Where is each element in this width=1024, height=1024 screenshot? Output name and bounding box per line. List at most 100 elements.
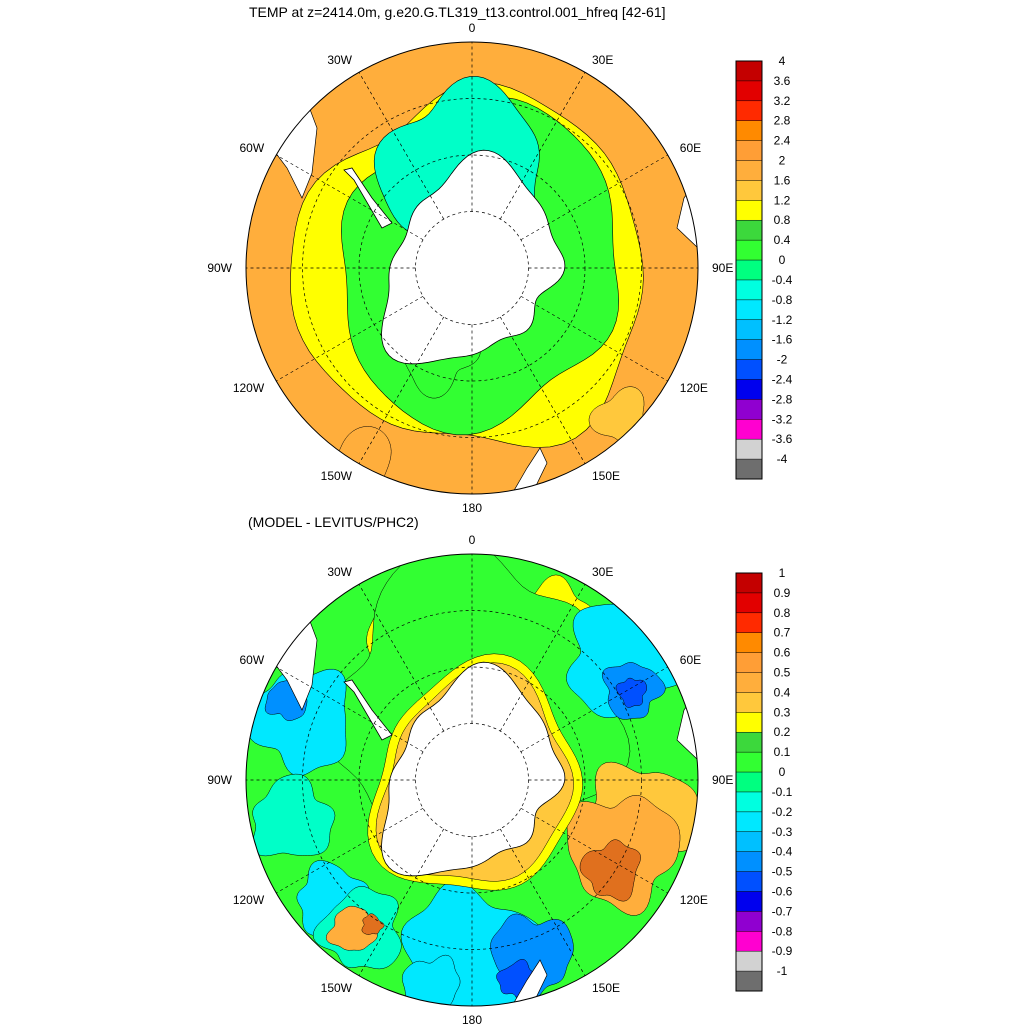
top-colorbar-label-4: 2.4: [774, 134, 791, 148]
top-colorbar-label-8: 0.8: [774, 213, 791, 227]
top-lon-labels: 0 30E 60E 90E 120E 150E 180 150W 120W 90W 60W 30W: [207, 21, 733, 515]
bot-colorbar-box-17: [736, 911, 762, 932]
top-colorbar-box-7: [736, 200, 762, 221]
top-lon-label-4: 120E: [680, 381, 708, 395]
bot-new-zealand: [511, 959, 548, 1006]
bot-colorbar-label-6: 0.4: [774, 685, 791, 699]
top-colorbar-label-0: 4: [779, 54, 786, 68]
bot-colorbar-label-0: 1: [779, 566, 786, 580]
bot-colorbar-label-13: -0.3: [772, 825, 793, 839]
top-colorbar-label-12: -0.8: [772, 293, 793, 307]
bot-meridian-11: [358, 584, 445, 732]
bot-colorbar-label-7: 0.3: [774, 705, 791, 719]
bot-graticule: [246, 554, 698, 1006]
bot-colorbar-label-11: -0.1: [772, 785, 793, 799]
top-colorbar-label-10: 0: [779, 253, 786, 267]
bot-colorbar-frame: [735, 572, 763, 992]
diff-patch-5: [615, 677, 647, 708]
top-meridian-5: [499, 316, 586, 464]
bot-colorbar-label-2: 0.8: [774, 606, 791, 620]
top-colorbar-box-12: [736, 299, 762, 321]
bot-colorbar-box-10: [736, 772, 762, 793]
top-lon-label-2: 60E: [680, 141, 701, 155]
top-meridian-2: [520, 154, 668, 241]
bot-colorbar-box-11: [736, 791, 762, 813]
bot-lon-label-2: 60E: [680, 653, 701, 667]
top-colorbar-box-9: [736, 240, 762, 261]
bot-colorbar-label-16: -0.6: [772, 885, 793, 899]
bot-meridian-5: [499, 828, 586, 976]
bot-lon-label-4: 120E: [680, 893, 708, 907]
top-lon-label-6: 180: [462, 501, 482, 515]
top-meridian-4: [520, 295, 668, 382]
bot-colorbar-label-3: 0.7: [774, 626, 791, 640]
bot-colorbar-label-10: 0: [779, 765, 786, 779]
bot-meridian-8: [276, 807, 424, 894]
bot-lon-label-8: 120W: [233, 893, 265, 907]
top-meridian-11: [358, 72, 445, 220]
top-colorbar-label-5: 2: [779, 154, 786, 168]
bot-colorbar-box-1: [736, 592, 762, 614]
top-lon-label-3: 90E: [712, 261, 733, 275]
bot-colorbar-box-2: [736, 612, 762, 634]
bot-colorbar-label-5: 0.5: [774, 666, 791, 680]
bot-meridian-2: [520, 666, 668, 753]
bot-peninsula: [343, 679, 393, 741]
top-colorbar-box-15: [736, 359, 762, 380]
diff-patch-12: [579, 839, 641, 902]
top-colorbar-box-3: [736, 120, 762, 141]
top-field: [246, 42, 698, 494]
bot-meridian-1: [499, 584, 586, 732]
top-meridian-7: [358, 316, 445, 464]
top-new-zealand: [511, 447, 548, 494]
top-colorbar-label-19: -3.6: [772, 432, 793, 446]
bot-meridian-4: [520, 807, 668, 894]
bot-colorbar-box-5: [736, 672, 762, 693]
bottom-map-panel: 0 30E 60E 90E 120E 150E 180 150W 120W 90W 60W 30W: [207, 533, 733, 1024]
top-colorbar-box-2: [736, 100, 762, 122]
bot-colorbar-label-17: -0.7: [772, 904, 793, 918]
top-colorbar-box-19: [736, 439, 762, 460]
bot-lon-label-7: 150W: [321, 981, 353, 995]
top-colorbar-label-14: -1.6: [772, 333, 793, 347]
bot-colorbar-label-18: -0.8: [772, 924, 793, 938]
bottom-colorbar: 1 0.9 0.8 0.7 0.6 0.5 0.4 0.3 0.2 0.1 0 -0.1 -0.2 -0.…: [735, 566, 793, 992]
top-colorbar-frame: [735, 60, 763, 480]
bot-colorbar-box-4: [736, 652, 762, 673]
top-colorbar-box-6: [736, 180, 762, 201]
bot-colorbar-box-7: [736, 712, 762, 733]
top-colorbar-box-4: [736, 140, 762, 161]
bot-colorbar-box-16: [736, 891, 762, 912]
diff-patch-8: [252, 773, 336, 857]
bot-colorbar-label-15: -0.5: [772, 865, 793, 879]
bot-lon-label-3: 90E: [712, 773, 733, 787]
top-colorbar-label-9: 0.4: [774, 233, 791, 247]
top-graticule: [246, 42, 698, 494]
bot-field: [246, 554, 698, 1006]
top-meridian-8: [276, 295, 424, 382]
bot-lon-label-5: 150E: [592, 981, 620, 995]
top-colorbar-box-1: [736, 80, 762, 102]
bot-lon-label-6: 180: [462, 1013, 482, 1024]
bot-colorbar-box-6: [736, 692, 762, 713]
top-colorbar-box-16: [736, 379, 762, 400]
top-colorbar-box-14: [736, 339, 762, 360]
bot-colorbar-box-19: [736, 951, 762, 972]
bot-colorbar-label-19: -0.9: [772, 944, 793, 958]
top-colorbar-label-16: -2.4: [772, 373, 793, 387]
top-antarctica: [381, 149, 566, 365]
bot-lon-labels: 0 30E 60E 90E 120E 150E 180 150W 120W 90W 60W 30W: [207, 533, 733, 1024]
top-colorbar-label-20: -4: [777, 452, 788, 466]
bot-map-border: [245, 553, 699, 1007]
top-panel-title: TEMP at z=2414.0m, g.e20.G.TL319_t13.con…: [249, 4, 666, 20]
bot-colorbar-label-4: 0.6: [774, 646, 791, 660]
bot-lon-label-9: 90W: [207, 773, 232, 787]
top-colorbar-box-8: [736, 220, 762, 241]
top-lon-label-9: 90W: [207, 261, 232, 275]
top-lon-label-1: 30E: [592, 53, 613, 67]
top-colorbar-label-11: -0.4: [772, 273, 793, 287]
top-colorbar-box-0: [736, 61, 762, 82]
bot-meridian-10: [276, 666, 424, 753]
bot-antarctica: [381, 661, 566, 877]
